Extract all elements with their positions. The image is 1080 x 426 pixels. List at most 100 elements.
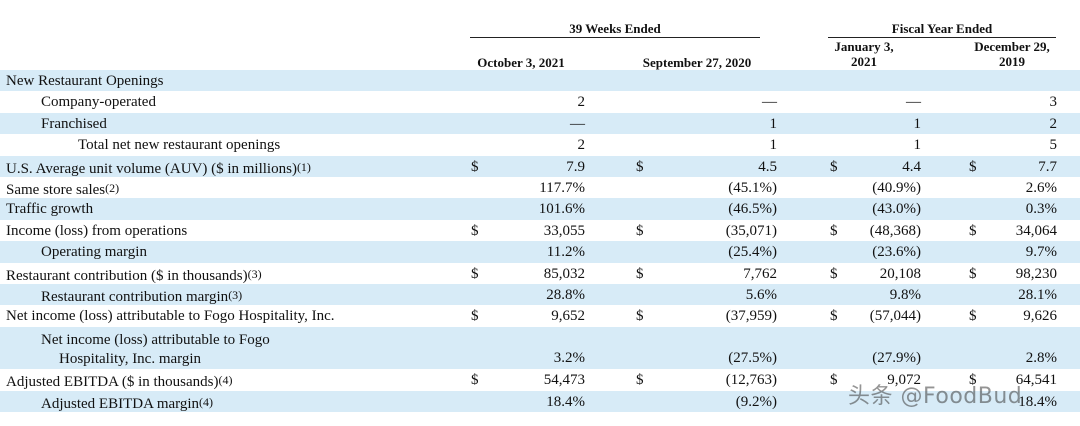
value-cell-c2: (9.2%) — [735, 393, 777, 410]
table-row: Total net new restaurant openings 2 1 1 5 — [0, 134, 1080, 155]
value-cell-c1: 33,055 — [543, 222, 585, 239]
dollar-sign: $ — [636, 308, 644, 325]
col-header-dec-2019-line1: December 29, — [974, 39, 1050, 54]
value-cell-c1: — — [570, 115, 585, 132]
dollar-sign: $ — [969, 222, 977, 239]
table-row: Restaurant contribution ($ in thousands)… — [0, 263, 1080, 284]
value-cell-c1: 85,032 — [543, 265, 585, 282]
value-cell-c2: 4.5 — [758, 158, 777, 175]
value-cell-c2: 7,762 — [743, 265, 777, 282]
row-label-text: Income (loss) from operations — [6, 222, 188, 239]
row-label-text: Restaurant contribution ($ in thousands) — [6, 267, 248, 284]
row-label: Traffic growth — [6, 201, 93, 218]
row-label: Net income (loss) attributable to Fogo Ho… — [41, 331, 270, 369]
footnote-marker: (4) — [199, 394, 214, 409]
row-label: Company-operated — [41, 94, 156, 111]
row-label-text: Total net new restaurant openings — [78, 137, 281, 154]
value-cell-c4: 2 — [1049, 115, 1058, 132]
dollar-sign: $ — [636, 372, 644, 389]
row-label: Net income (loss) attributable to Fogo H… — [6, 308, 335, 325]
dollar-sign: $ — [471, 158, 479, 175]
footnote-marker: (3) — [228, 287, 243, 302]
value-cell-c1: 3.2% — [553, 349, 585, 366]
value-cell-c3: — — [906, 94, 921, 111]
value-cell-c3: (40.9%) — [872, 179, 921, 196]
dollar-sign: $ — [830, 222, 838, 239]
value-cell-c1: 9,652 — [551, 308, 585, 325]
value-cell-c4: 98,230 — [1015, 265, 1057, 282]
value-cell-c1: 117.7% — [539, 179, 585, 196]
value-cell-c3: 1 — [913, 115, 922, 132]
table-row: Company-operated 2 — — 3 — [0, 91, 1080, 112]
value-cell-c3: 9,072 — [887, 372, 921, 389]
value-cell-c4: 34,064 — [1015, 222, 1057, 239]
header-39-weeks-rule — [470, 37, 760, 38]
value-cell-c3: (27.9%) — [872, 349, 921, 366]
row-label: Operating margin — [41, 244, 147, 261]
value-cell-c3: (48,368) — [869, 222, 921, 239]
value-cell-c2: (12,763) — [725, 372, 777, 389]
header-fiscal-year-rule — [828, 37, 1056, 38]
row-label: Franchised — [41, 116, 107, 133]
value-cell-c1: 7.9 — [566, 158, 585, 175]
footnote-marker: (3) — [247, 266, 262, 281]
value-cell-c3: 20,108 — [879, 265, 921, 282]
dollar-sign: $ — [636, 222, 644, 239]
row-label: Adjusted EBITDA ($ in thousands)(4) — [6, 372, 232, 391]
value-cell-c3: (43.0%) — [872, 201, 921, 218]
row-label-text: Operating margin — [41, 244, 147, 261]
value-cell-c4: 64,541 — [1015, 372, 1057, 389]
value-cell-c2: (37,959) — [725, 308, 777, 325]
col-header-dec-2019: December 29, 2019 — [962, 39, 1062, 69]
col-header-jan-2021-line1: January 3, — [834, 39, 894, 54]
dollar-sign: $ — [830, 265, 838, 282]
row-label-text: Adjusted EBITDA ($ in thousands) — [6, 374, 219, 391]
value-cell-c4: 7.7 — [1038, 158, 1057, 175]
row-label: Income (loss) from operations — [6, 223, 187, 240]
header-fiscal-year: Fiscal Year Ended — [891, 21, 993, 36]
row-label-text: Traffic growth — [6, 201, 94, 218]
dollar-sign: $ — [969, 308, 977, 325]
table-row: Net income (loss) attributable to Fogo Ho… — [0, 326, 1080, 370]
row-label: Same store sales(2) — [6, 180, 119, 199]
col-header-dec-2019-line2: 2019 — [999, 54, 1025, 69]
dollar-sign: $ — [830, 158, 838, 175]
value-cell-c3: (57,044) — [869, 308, 921, 325]
value-cell-c1: 18.4% — [546, 393, 585, 410]
row-label-text: Company-operated — [41, 94, 156, 111]
table-row: Restaurant contribution margin(3) 28.8% 5.… — [0, 283, 1080, 306]
value-cell-c1: 101.6% — [538, 201, 585, 218]
value-cell-c3: (23.6%) — [872, 244, 921, 261]
table-row: Franchised — 1 1 2 — [0, 112, 1080, 135]
value-cell-c1: 2 — [577, 137, 586, 154]
row-label-line1: Net income (loss) attributable to Fogo — [41, 331, 270, 348]
value-cell-c4: 2.6% — [1025, 179, 1057, 196]
table-row: Income (loss) from operations $ $ $ $33,055 (… — [0, 220, 1080, 241]
value-cell-c4: 0.3% — [1025, 201, 1057, 218]
value-cell-c2: 5.6% — [745, 286, 777, 303]
dollar-sign: $ — [636, 158, 644, 175]
financial-table: New Restaurant Openings Company-operated 2… — [0, 70, 1080, 413]
value-cell-c4: 2.8% — [1025, 349, 1057, 366]
col-header-sep-2020: September 27, 2020 — [642, 55, 752, 70]
table-row: Net income (loss) attributable to Fogo H… — [0, 305, 1080, 326]
row-label: Total net new restaurant openings — [78, 137, 280, 154]
value-cell-c4: 9.7% — [1025, 244, 1057, 261]
row-label-text: Adjusted EBITDA margin — [41, 395, 200, 412]
value-cell-c1: 2 — [577, 94, 586, 111]
table-row: Operating margin 11.2% (25.4%) (23.6%) 9.7% — [0, 241, 1080, 263]
value-cell-c2: (35,071) — [725, 222, 777, 239]
row-label-text: U.S. Average unit volume (AUV) ($ in mil… — [6, 160, 297, 177]
value-cell-c4: 18.4% — [1018, 393, 1057, 410]
value-cell-c4: 28.1% — [1018, 286, 1057, 303]
table-row: U.S. Average unit volume (AUV) ($ in mil… — [0, 155, 1080, 177]
value-cell-c2: 1 — [769, 137, 778, 154]
dollar-sign: $ — [830, 308, 838, 325]
row-label-text: New Restaurant Openings — [6, 73, 164, 89]
value-cell-c2: — — [762, 94, 777, 111]
value-cell-c4: 9,626 — [1023, 308, 1057, 325]
row-label: New Restaurant Openings — [6, 73, 163, 90]
dollar-sign: $ — [471, 308, 479, 325]
header-39-weeks: 39 Weeks Ended — [569, 21, 661, 36]
value-cell-c2: (27.5%) — [728, 349, 777, 366]
